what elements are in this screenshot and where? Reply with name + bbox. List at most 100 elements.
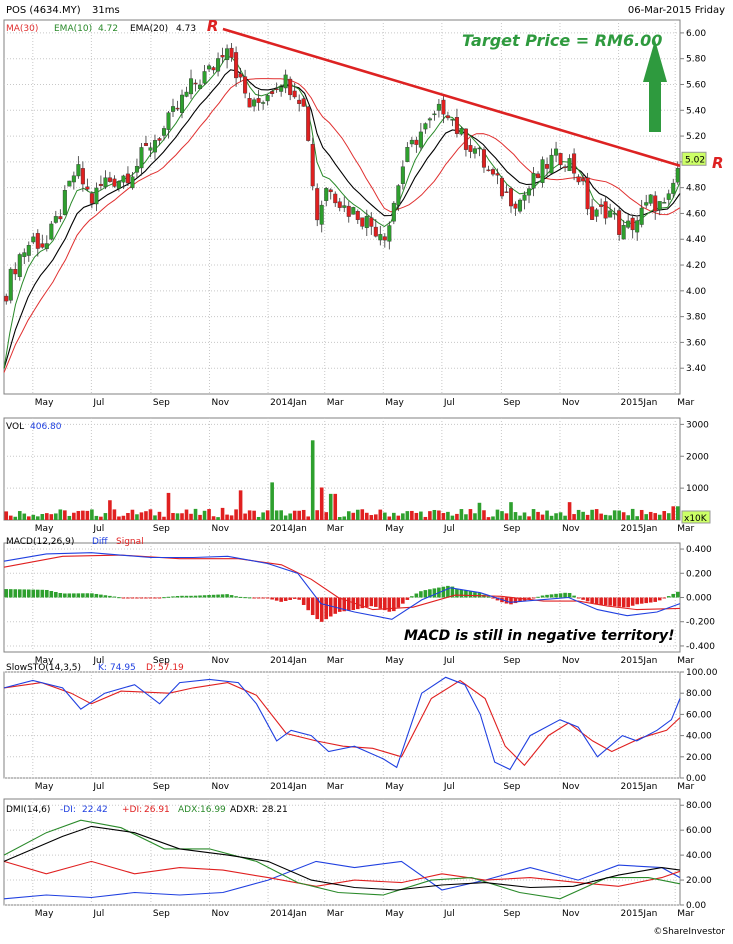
legend-sto-d: D:	[146, 663, 156, 673]
volume-bar	[31, 514, 36, 520]
candle-body	[270, 91, 275, 94]
macd-histogram-bar	[635, 597, 639, 605]
legend-volume-value: 406.80	[30, 422, 62, 432]
price-panel-ytick-label: 5.60	[686, 80, 706, 90]
candle-body	[261, 102, 266, 104]
candle-body	[58, 216, 63, 220]
macd-histogram-bar	[518, 597, 522, 602]
slowsto-panel-xtick-label: May	[385, 782, 404, 792]
macd-histogram-bar	[369, 597, 374, 607]
dmi-panel-xtick-label: Nov	[211, 909, 229, 919]
legend-dmi-item: -DI:	[60, 805, 76, 815]
candle-body	[531, 173, 536, 189]
legend-ema20: EMA(20)	[130, 24, 168, 34]
macd-histogram-bar	[328, 597, 333, 617]
volume-bar	[657, 514, 662, 520]
macd-histogram-bar	[54, 591, 58, 598]
volume-bar	[166, 492, 171, 520]
macd-histogram-bar	[198, 595, 202, 598]
macd-histogram-bar	[13, 589, 18, 598]
macd-histogram-bar	[364, 597, 369, 608]
macd-histogram-bar	[590, 597, 594, 603]
volume-bar	[112, 509, 117, 520]
macd-histogram-bar	[117, 597, 121, 599]
macd-histogram-bar	[85, 593, 90, 598]
macd-histogram-bar	[405, 597, 410, 600]
macd-panel-xtick-label: Nov	[562, 656, 580, 666]
dmi-panel-xtick-label: Mar	[327, 909, 344, 919]
slowsto-panel-ytick-label: 40.00	[686, 732, 712, 742]
legend-dmi-value: 16.99	[200, 805, 226, 815]
macd-histogram-bar	[274, 597, 279, 601]
volume-bar	[396, 515, 401, 520]
volume-bar	[468, 509, 473, 520]
macd-histogram-bar	[675, 591, 680, 598]
volume-bar	[49, 514, 54, 520]
volume-panel-xtick-label: May	[35, 524, 54, 534]
macd-histogram-bar	[491, 597, 495, 599]
candle-body	[198, 84, 203, 89]
volume-bar	[117, 516, 121, 520]
macd-histogram-bar	[315, 597, 320, 620]
volume-bar	[581, 511, 585, 520]
volume-bar	[72, 512, 76, 520]
candle-body	[486, 169, 491, 172]
volume-bar	[346, 511, 351, 520]
candle-body	[671, 182, 676, 194]
macd-diff-line	[3, 552, 681, 620]
macd-histogram-bar	[374, 597, 378, 607]
candle-body	[675, 168, 680, 183]
slowsto-panel-xtick-label: Mar	[327, 782, 344, 792]
macd-histogram-bar	[288, 597, 292, 600]
macd-histogram-bar	[283, 597, 288, 601]
volume-bar	[270, 482, 274, 520]
macd-histogram-bar	[261, 597, 265, 599]
macd-histogram-bar	[103, 595, 108, 598]
candle-body	[274, 88, 279, 91]
price-panel-frame	[3, 19, 681, 395]
macd-histogram-bar	[238, 596, 243, 598]
candle-body	[35, 233, 40, 249]
macd-histogram-bar	[4, 589, 9, 598]
macd-histogram-bar	[473, 592, 477, 598]
volume-bar	[234, 509, 238, 520]
macd-panel-xtick-label: Jul	[92, 656, 104, 666]
volume-bar	[459, 509, 464, 520]
macd-histogram-bar	[216, 594, 220, 598]
volume-bar	[17, 511, 22, 520]
dmi-panel-ytick-label: 20.00	[686, 876, 712, 886]
macd-histogram-bar	[333, 597, 338, 614]
candle-body	[13, 269, 18, 275]
candle-body	[125, 173, 130, 184]
candle-body	[414, 139, 419, 145]
price-panel-ytick-label: 4.40	[686, 235, 706, 245]
elapsed-time: 31ms	[92, 5, 120, 16]
macd-histogram-bar	[99, 594, 103, 598]
legend-ema20-value: 4.73	[176, 24, 196, 34]
candle-body	[581, 178, 586, 182]
macd-panel-ytick-label: 0.400	[686, 545, 712, 555]
macd-histogram-bar	[202, 595, 207, 598]
price-panel-ytick-label: 3.60	[686, 338, 706, 348]
macd-histogram-bar	[148, 597, 153, 599]
volume-bar	[99, 516, 103, 520]
price-panel-xtick-label: Mar	[327, 398, 344, 408]
volume-panel-xtick-label: Jul	[443, 524, 455, 534]
volume-panel-ytick-label: 3000	[686, 420, 709, 430]
volume-bar	[518, 515, 522, 520]
candle-body	[121, 175, 126, 183]
candle-body	[432, 113, 437, 116]
macd-histogram-bar	[31, 589, 36, 598]
legend-dmi-value: 26.91	[144, 805, 170, 815]
candle-body	[418, 131, 423, 148]
candle-body	[252, 99, 257, 107]
legend-sto-k-value: 74.95	[110, 663, 136, 673]
volume-bar	[473, 513, 477, 520]
candle-body	[518, 199, 523, 212]
candle-body	[635, 220, 640, 233]
legend-dmi-item: +DI:	[122, 805, 142, 815]
volume-unit-label: x10K	[684, 514, 708, 524]
candle-body	[626, 220, 631, 228]
volume-panel-xtick-label: May	[385, 524, 404, 534]
price-panel-ytick-label: 5.40	[686, 106, 706, 116]
